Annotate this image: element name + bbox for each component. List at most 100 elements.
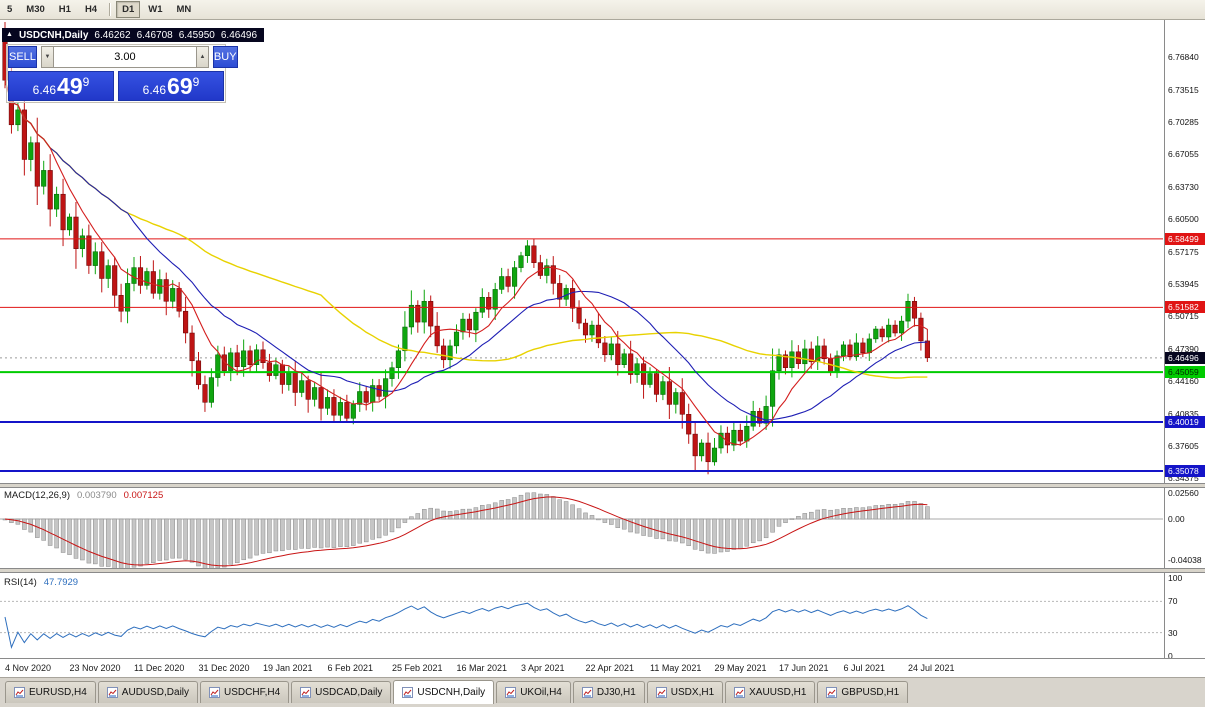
pane-separator[interactable] bbox=[0, 483, 1205, 488]
price-scale-label: 6.37605 bbox=[1168, 440, 1199, 451]
macd-scale-label: 0.02560 bbox=[1168, 487, 1199, 498]
ask-price-main: 69 bbox=[167, 73, 193, 99]
chart-tab-xauusd-h1[interactable]: XAUUSD,H1 bbox=[725, 681, 816, 703]
chart-icon bbox=[209, 687, 221, 698]
price-scale-label: 6.63730 bbox=[1168, 181, 1199, 192]
ask-price-pipette: 9 bbox=[192, 75, 200, 89]
chart-tab-gbpusd-h1[interactable]: GBPUSD,H1 bbox=[817, 681, 909, 703]
collapse-chart-icon[interactable]: ▲ bbox=[6, 31, 13, 38]
tab-label: UKOil,H4 bbox=[520, 687, 562, 698]
price-pane[interactable] bbox=[0, 22, 1163, 475]
ask-price-prefix: 6.46 bbox=[142, 83, 167, 97]
price-scale-label: 6.67055 bbox=[1168, 149, 1199, 159]
sell-button[interactable]: SELL bbox=[8, 46, 37, 68]
macd-histogram bbox=[2, 492, 930, 568]
time-axis-label: 4 Nov 2020 bbox=[5, 663, 52, 673]
chart-tab-ukoil-h4[interactable]: UKOil,H4 bbox=[496, 681, 571, 703]
time-axis[interactable]: 4 Nov 2020 23 Nov 2020 11 Dec 2020 31 Dec 2… bbox=[0, 658, 1205, 677]
rsi-value: 47.7929 bbox=[43, 577, 79, 588]
price-scale-label: 6.34375 bbox=[1168, 472, 1199, 483]
timeframe-toolbar: 5 M30 H1 H4 D1 W1 MN bbox=[0, 0, 1205, 20]
chart-icon bbox=[14, 687, 25, 698]
chart-canvas[interactable] bbox=[0, 0, 1163, 659]
macd-pane[interactable] bbox=[0, 492, 1163, 571]
chart-icon bbox=[826, 687, 838, 698]
tab-label: USDCHF,H4 bbox=[224, 687, 281, 698]
price-scale-label: 6.44160 bbox=[1168, 375, 1199, 386]
timeframe-button-d1[interactable]: D1 bbox=[116, 1, 141, 18]
toolbar-separator bbox=[109, 3, 111, 16]
price-scale[interactable]: 6.76840 6.73515 6.70285 6.67055 6.63730 6.605… bbox=[1164, 0, 1205, 661]
rsi-scale-label: 70 bbox=[1168, 596, 1178, 607]
chart-tab-audusd-daily[interactable]: AUDUSD,Daily bbox=[97, 681, 199, 703]
macd-signal-value: 0.007125 bbox=[123, 490, 164, 501]
rsi-scale-label: 0 bbox=[1168, 651, 1173, 661]
chart-icon bbox=[300, 687, 312, 698]
timeframe-button-m30[interactable]: M30 bbox=[26, 4, 45, 15]
time-axis-label: 19 Jan 2021 bbox=[263, 663, 313, 673]
price-level-badge: 6.35078 bbox=[1165, 465, 1205, 477]
price-scale-label: 6.40835 bbox=[1168, 408, 1199, 419]
timeframe-button-5[interactable]: 5 bbox=[7, 4, 13, 15]
time-axis-label: 6 Feb 2021 bbox=[327, 663, 374, 673]
time-axis-label: 3 Apr 2021 bbox=[521, 663, 565, 673]
bid-price-pipette: 9 bbox=[82, 75, 90, 89]
price-scale-label: 6.70285 bbox=[1168, 116, 1199, 127]
tab-label: USDCNH,Daily bbox=[417, 687, 486, 698]
tab-label: GBPUSD,H1 bbox=[841, 687, 900, 698]
rsi-pane[interactable] bbox=[0, 600, 1163, 649]
symbol-title: USDCNH,Daily bbox=[18, 29, 89, 41]
chart-tab-usdcnh-daily[interactable]: USDCNH,Daily bbox=[393, 680, 495, 704]
volume-input[interactable] bbox=[53, 46, 196, 68]
time-axis-label: 23 Nov 2020 bbox=[69, 663, 121, 673]
time-axis-label: 22 Apr 2021 bbox=[585, 663, 635, 673]
timeframe-button-h4[interactable]: H4 bbox=[84, 4, 98, 15]
time-axis-label: 11 Dec 2020 bbox=[134, 663, 185, 673]
rsi-indicator-label: RSI(14) 47.7929 bbox=[4, 577, 78, 588]
buy-button[interactable]: BUY bbox=[212, 46, 238, 68]
timeframe-button-mn[interactable]: MN bbox=[176, 4, 192, 15]
chart-tab-dj30-h1[interactable]: DJ30,H1 bbox=[572, 681, 645, 703]
chart-tab-eurusd-h4[interactable]: EURUSD,H4 bbox=[5, 681, 96, 703]
chart-icon bbox=[581, 687, 593, 698]
bid-price-prefix: 6.46 bbox=[32, 83, 57, 97]
price-scale-label: 6.50715 bbox=[1168, 310, 1199, 321]
chart-tab-usdx-h1[interactable]: USDX,H1 bbox=[646, 681, 724, 703]
chart-icon bbox=[734, 687, 746, 698]
tab-label: AUDUSD,Daily bbox=[121, 687, 190, 698]
rsi-scale-label: 100 bbox=[1168, 573, 1183, 583]
time-axis-label: 6 Jul 2021 bbox=[843, 663, 886, 673]
chart-icon bbox=[505, 687, 517, 698]
price-level-badge: 6.45059 bbox=[1165, 366, 1205, 379]
time-axis-label: 11 May 2021 bbox=[650, 663, 702, 673]
ohlc-low: 6.45950 bbox=[178, 29, 215, 41]
price-scale-label: 6.53945 bbox=[1168, 278, 1199, 289]
price-scale-label: 6.57175 bbox=[1168, 246, 1199, 257]
macd-main-value: 0.003790 bbox=[77, 490, 117, 501]
time-axis-label: 31 Dec 2020 bbox=[198, 663, 250, 673]
rsi-line bbox=[4, 602, 928, 649]
ohlc-open: 6.46262 bbox=[94, 29, 131, 41]
price-level-badge: 6.58499 bbox=[1165, 232, 1205, 245]
volume-decrease-button[interactable]: ▼ bbox=[40, 46, 54, 68]
timeframe-button-w1[interactable]: W1 bbox=[148, 4, 163, 15]
tab-label: USDCAD,Daily bbox=[315, 687, 383, 698]
chart-tab-usdcad-daily[interactable]: USDCAD,Daily bbox=[291, 681, 392, 703]
volume-increase-button[interactable]: ▲ bbox=[195, 46, 209, 68]
sell-price-display[interactable]: 6.46 49 9 bbox=[8, 71, 114, 101]
timeframe-button-h1[interactable]: H1 bbox=[58, 4, 71, 15]
chart-tab-usdchf-h4[interactable]: USDCHF,H4 bbox=[200, 681, 290, 703]
time-axis-label: 16 Mar 2021 bbox=[456, 663, 508, 673]
pane-separator[interactable] bbox=[0, 568, 1205, 573]
macd-name: MACD(12,26,9) bbox=[4, 490, 70, 501]
tab-label: USDX,H1 bbox=[670, 687, 715, 698]
macd-scale-label: -0.04038 bbox=[1168, 555, 1202, 566]
macd-scale-label: 0.00 bbox=[1168, 514, 1185, 525]
buy-price-display[interactable]: 6.46 69 9 bbox=[118, 71, 224, 101]
volume-control: ▼ ▲ bbox=[40, 46, 209, 68]
time-axis-label: 24 Jul 2021 bbox=[908, 663, 955, 673]
price-scale-label: 6.76840 bbox=[1168, 51, 1199, 62]
price-level-badge: 6.51582 bbox=[1165, 301, 1205, 314]
